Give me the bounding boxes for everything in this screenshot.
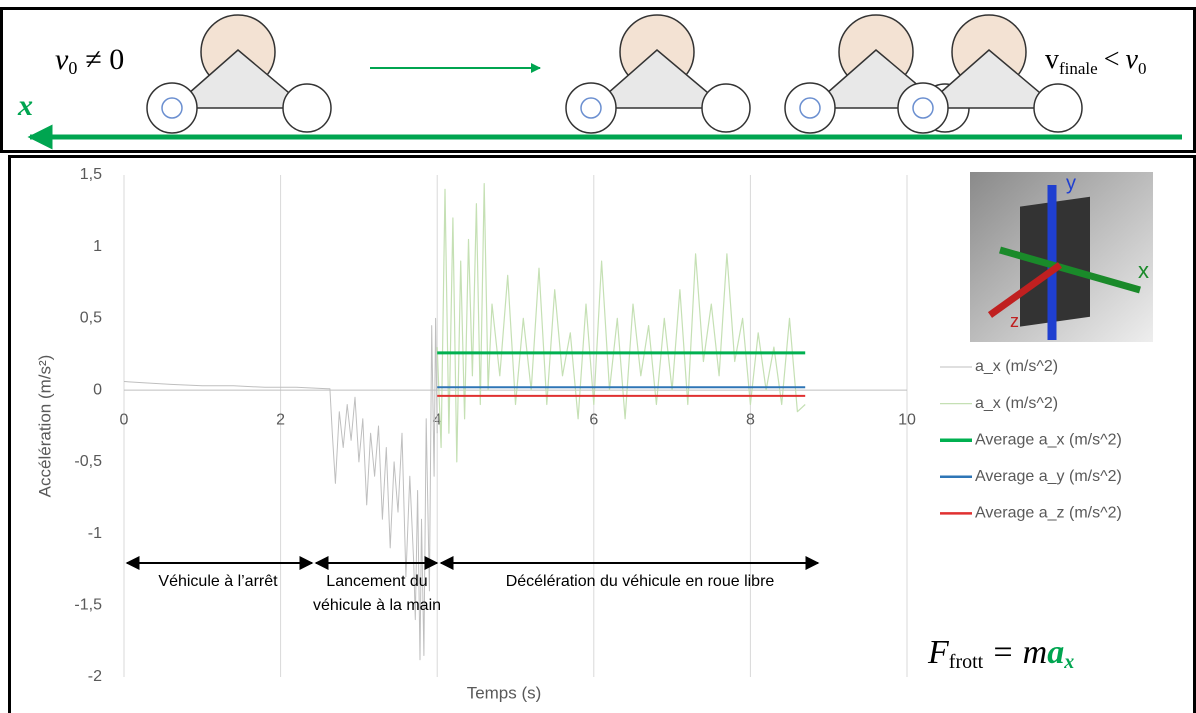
annotation: Véhicule à l’arrêt bbox=[158, 573, 278, 590]
subscript2: 0 bbox=[1138, 59, 1147, 78]
figure: x v0≠ 0 vfinale<v0 y x z Temps (s) Accél… bbox=[0, 0, 1196, 713]
symbol2: v bbox=[1126, 44, 1139, 75]
equals: = m bbox=[991, 634, 1047, 671]
symbol: v bbox=[1045, 44, 1059, 75]
x-tick-label: 0 bbox=[120, 411, 129, 428]
x-tick-label: 2 bbox=[276, 411, 285, 428]
force: F bbox=[927, 634, 950, 671]
accel: a bbox=[1047, 634, 1064, 671]
y-tick-label: -0,5 bbox=[74, 453, 102, 470]
annotation-line: véhicule à la main bbox=[313, 597, 441, 614]
x-tick-label: 10 bbox=[898, 411, 916, 428]
y-tick-label: 0 bbox=[93, 381, 102, 398]
symbol: v bbox=[55, 43, 69, 76]
initial-speed: v0 ≠ 0 bbox=[55, 43, 124, 78]
x-tick-label: 8 bbox=[746, 411, 755, 428]
y-tick-label: 1 bbox=[93, 238, 102, 255]
accel-subscript: x bbox=[1063, 651, 1074, 673]
y-tick-label: -1 bbox=[88, 525, 102, 542]
relation: ≠ 0 bbox=[85, 43, 124, 76]
phone-image: y x z bbox=[970, 172, 1153, 342]
axis-label: x bbox=[17, 89, 33, 122]
annotation-line: Lancement du bbox=[326, 573, 427, 590]
legend-label: Average a_y (m/s^2) bbox=[975, 468, 1122, 485]
y-tick-label: -1,5 bbox=[74, 597, 102, 614]
legend-label: Average a_x (m/s^2) bbox=[975, 431, 1122, 448]
y-tick-label: 1,5 bbox=[80, 166, 102, 183]
legend-label: Average a_z (m/s^2) bbox=[975, 505, 1122, 522]
subscript: frott bbox=[949, 651, 984, 673]
image-label: x bbox=[1138, 258, 1149, 283]
subscript: 0 bbox=[68, 58, 77, 78]
page: {"top_panel":{"left_label":{"symbol":"v"… bbox=[0, 0, 1196, 713]
image-label: z bbox=[1010, 311, 1019, 331]
y-tick-label: 0,5 bbox=[80, 310, 102, 327]
x-tick-label: 6 bbox=[589, 411, 598, 428]
annotation: Décélération du véhicule en roue libre bbox=[506, 573, 775, 590]
subscript: finale bbox=[1059, 59, 1098, 78]
y-axis-title: Accélération (m/s²) bbox=[35, 355, 54, 498]
y-tick-label: -2 bbox=[88, 668, 102, 685]
image-label: y bbox=[1066, 172, 1076, 194]
x-axis-title: Temps (s) bbox=[467, 683, 542, 702]
relation: < bbox=[1104, 44, 1120, 75]
legend-label: a_x (m/s^2) bbox=[975, 358, 1058, 375]
legend-label: a_x (m/s^2) bbox=[975, 395, 1058, 412]
